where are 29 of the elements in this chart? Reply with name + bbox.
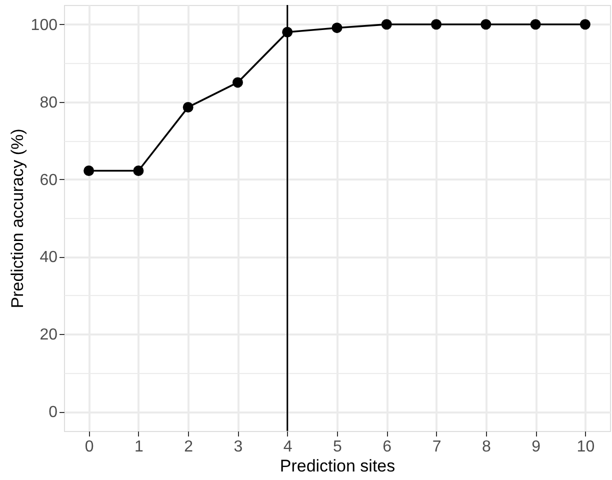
y-tick-label: 80 xyxy=(40,94,58,112)
y-tick-label: 100 xyxy=(30,16,58,34)
x-tick-label: 6 xyxy=(382,438,392,456)
x-tick-label: 1 xyxy=(134,438,144,456)
point xyxy=(431,19,442,30)
y-tick-label: 0 xyxy=(48,404,58,422)
y-tick-label: 20 xyxy=(40,326,58,344)
point xyxy=(480,19,492,30)
y-axis-title: Prediction accuracy (%) xyxy=(8,128,27,308)
point xyxy=(381,19,392,30)
point xyxy=(530,19,541,30)
point xyxy=(84,166,94,176)
x-tick-label: 4 xyxy=(283,438,292,456)
point xyxy=(580,19,590,30)
point xyxy=(133,166,144,176)
x-tick-label: 0 xyxy=(84,438,94,456)
x-tick-label: 9 xyxy=(532,438,541,456)
x-tick-label: 7 xyxy=(432,438,442,456)
x-tick-label: 2 xyxy=(184,438,194,456)
y-tick-label: 40 xyxy=(40,249,58,266)
x-axis-title: Prediction sites xyxy=(280,456,396,476)
x-tick-label: 5 xyxy=(333,438,342,456)
y-tick-label: 60 xyxy=(40,172,58,189)
point xyxy=(232,77,243,88)
x-tick-label: 8 xyxy=(482,438,491,456)
point xyxy=(332,22,342,34)
point xyxy=(182,102,194,112)
x-tick-label: 3 xyxy=(234,438,243,456)
x-tick-label: 10 xyxy=(576,438,595,456)
